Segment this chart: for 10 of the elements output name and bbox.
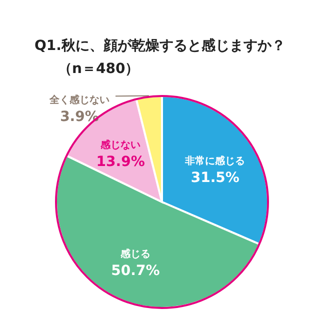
slice-label: 全く感じない bbox=[48, 94, 110, 106]
data-label: 3.9% bbox=[60, 109, 99, 126]
slice-label: 非常に感じる bbox=[184, 155, 246, 168]
data-label: 13.9% bbox=[96, 154, 145, 170]
chart-title: Q1.秋に、顔が乾燥すると感じますか？ bbox=[34, 37, 286, 54]
slice-label: 感じる bbox=[119, 248, 150, 260]
slice-label: 感じない bbox=[100, 138, 141, 151]
data-label: 31.5% bbox=[190, 170, 240, 186]
chart-subtitle: （n＝480） bbox=[58, 61, 140, 77]
data-label: 50.7% bbox=[111, 262, 160, 279]
